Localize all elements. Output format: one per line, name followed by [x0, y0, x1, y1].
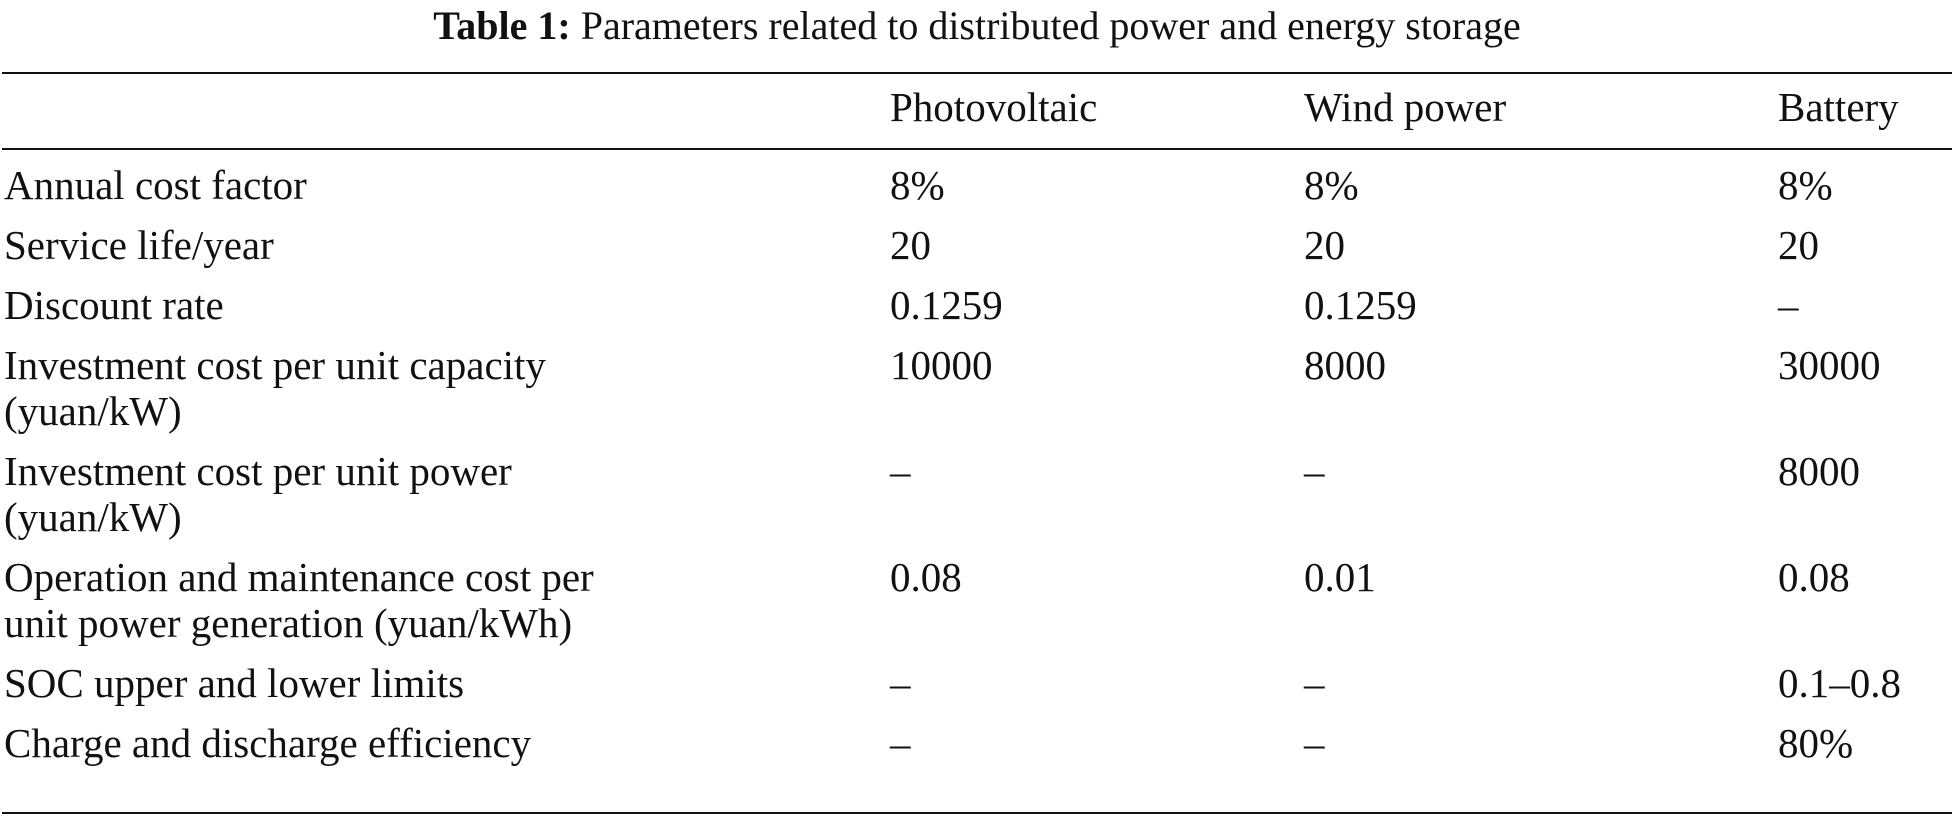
table-row: Discount rate 0.1259 0.1259 – [0, 282, 1954, 328]
row-label: Operation and maintenance cost per unit p… [4, 554, 874, 646]
cell-battery: 8% [1778, 162, 1833, 208]
table-row: Charge and discharge efficiency – – 80% [0, 720, 1954, 766]
table-header-row: Photovoltaic Wind power Battery [0, 84, 1954, 140]
row-label-line: (yuan/kW) [4, 494, 182, 540]
row-label-line: Discount rate [4, 282, 224, 328]
row-label-line: Service life/year [4, 222, 274, 268]
cell-battery: – [1778, 282, 1799, 328]
table-row: Service life/year 20 20 20 [0, 222, 1954, 268]
cell-wind-power: 0.01 [1304, 554, 1376, 600]
cell-wind-power: – [1304, 448, 1325, 494]
row-label-line: SOC upper and lower limits [4, 660, 465, 706]
cell-photovoltaic: 0.1259 [890, 282, 1003, 328]
cell-photovoltaic: 10000 [890, 342, 993, 388]
row-label: Investment cost per unit power (yuan/kW) [4, 448, 874, 540]
cell-battery: 20 [1778, 222, 1819, 268]
table-header-rule [2, 148, 1952, 150]
row-label: SOC upper and lower limits [4, 660, 874, 706]
row-label-line: Charge and discharge efficiency [4, 720, 532, 766]
cell-wind-power: – [1304, 660, 1325, 706]
cell-battery: 80% [1778, 720, 1854, 766]
cell-wind-power: – [1304, 720, 1325, 766]
table-row: Operation and maintenance cost per unit p… [0, 554, 1954, 646]
row-label: Annual cost factor [4, 162, 874, 208]
row-label-line: Investment cost per unit power [4, 448, 512, 494]
header-cell-battery: Battery [1778, 84, 1899, 130]
row-label-line: (yuan/kW) [4, 388, 182, 434]
cell-photovoltaic: – [890, 660, 911, 706]
cell-battery: 0.1–0.8 [1778, 660, 1901, 706]
header-cell-photovoltaic: Photovoltaic [890, 84, 1098, 130]
row-label: Charge and discharge efficiency [4, 720, 874, 766]
cell-photovoltaic: – [890, 720, 911, 766]
cell-battery: 30000 [1778, 342, 1881, 388]
table-row: SOC upper and lower limits – – 0.1–0.8 [0, 660, 1954, 706]
cell-photovoltaic: – [890, 448, 911, 494]
table-row: Annual cost factor 8% 8% 8% [0, 162, 1954, 208]
table-row: Investment cost per unit power (yuan/kW) –… [0, 448, 1954, 540]
row-label: Discount rate [4, 282, 874, 328]
cell-wind-power: 0.1259 [1304, 282, 1417, 328]
cell-battery: 0.08 [1778, 554, 1850, 600]
cell-wind-power: 8000 [1304, 342, 1386, 388]
table-caption-label: Table 1: [433, 3, 571, 48]
cell-photovoltaic: 8% [890, 162, 945, 208]
cell-photovoltaic: 20 [890, 222, 931, 268]
header-cell-wind-power: Wind power [1304, 84, 1507, 130]
cell-wind-power: 8% [1304, 162, 1359, 208]
row-label-line: unit power generation (yuan/kWh) [4, 600, 573, 646]
cell-photovoltaic: 0.08 [890, 554, 962, 600]
table-body: Annual cost factor 8% 8% 8% Service life/yea… [0, 162, 1954, 766]
row-label-line: Investment cost per unit capacity [4, 342, 546, 388]
row-label-line: Annual cost factor [4, 162, 307, 208]
table-caption-text: Parameters related to distributed power … [580, 3, 1521, 48]
row-label: Service life/year [4, 222, 874, 268]
cell-battery: 8000 [1778, 448, 1860, 494]
table-caption: Table 1: Parameters related to distribut… [0, 0, 1954, 52]
table-bottom-rule [2, 812, 1952, 814]
table-top-rule [2, 72, 1952, 74]
row-label: Investment cost per unit capacity (yuan/k… [4, 342, 874, 434]
table-row: Investment cost per unit capacity (yuan/k… [0, 342, 1954, 434]
row-label-line: Operation and maintenance cost per [4, 554, 594, 600]
cell-wind-power: 20 [1304, 222, 1345, 268]
